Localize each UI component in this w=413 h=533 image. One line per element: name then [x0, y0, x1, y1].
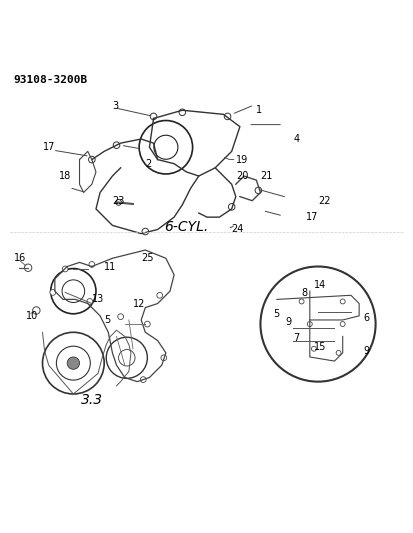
Text: 6-CYL.: 6-CYL. [164, 221, 208, 235]
Circle shape [254, 187, 261, 193]
Text: 20: 20 [235, 171, 247, 181]
Text: 17: 17 [43, 142, 55, 152]
Text: 24: 24 [231, 224, 243, 235]
Circle shape [50, 289, 55, 295]
Text: 16: 16 [14, 253, 26, 263]
Text: 5: 5 [104, 315, 110, 325]
Text: 14: 14 [313, 280, 325, 290]
Circle shape [88, 156, 95, 163]
Text: 22: 22 [317, 196, 330, 206]
Circle shape [24, 264, 32, 271]
Circle shape [157, 293, 162, 298]
Circle shape [311, 346, 316, 351]
Circle shape [117, 314, 123, 320]
Circle shape [115, 199, 121, 205]
Circle shape [67, 357, 79, 369]
Text: 3: 3 [112, 101, 118, 111]
Text: 3.3: 3.3 [81, 393, 103, 407]
Circle shape [298, 299, 303, 304]
Text: 9: 9 [362, 346, 368, 356]
Circle shape [161, 355, 166, 361]
Circle shape [339, 321, 344, 327]
Text: 18: 18 [59, 171, 71, 181]
Circle shape [113, 142, 119, 149]
Text: 6: 6 [362, 313, 368, 323]
Circle shape [87, 298, 93, 304]
Circle shape [140, 377, 146, 383]
Circle shape [142, 228, 148, 235]
Text: 9: 9 [285, 317, 291, 327]
Text: 23: 23 [112, 196, 124, 206]
Text: 13: 13 [92, 294, 104, 304]
Text: 4: 4 [293, 134, 299, 144]
Text: 5: 5 [272, 309, 278, 319]
Circle shape [62, 266, 68, 272]
Circle shape [178, 109, 185, 116]
Text: 1: 1 [256, 105, 262, 115]
Text: 7: 7 [293, 334, 299, 343]
Text: 19: 19 [235, 155, 247, 165]
Circle shape [144, 321, 150, 327]
Text: 12: 12 [133, 298, 145, 309]
Circle shape [33, 307, 40, 314]
Text: 93108-3200B: 93108-3200B [14, 75, 88, 85]
Circle shape [306, 321, 311, 327]
Text: 17: 17 [305, 212, 317, 222]
Text: 21: 21 [260, 171, 272, 181]
Text: 2: 2 [145, 159, 151, 168]
Text: 10: 10 [26, 311, 38, 321]
Circle shape [224, 113, 230, 120]
Text: 11: 11 [104, 262, 116, 271]
Text: 8: 8 [301, 288, 307, 298]
Text: 25: 25 [141, 253, 153, 263]
Circle shape [339, 299, 344, 304]
Circle shape [89, 262, 95, 268]
Text: 15: 15 [313, 342, 325, 352]
Circle shape [335, 350, 340, 356]
Circle shape [228, 204, 235, 210]
Circle shape [150, 113, 157, 120]
